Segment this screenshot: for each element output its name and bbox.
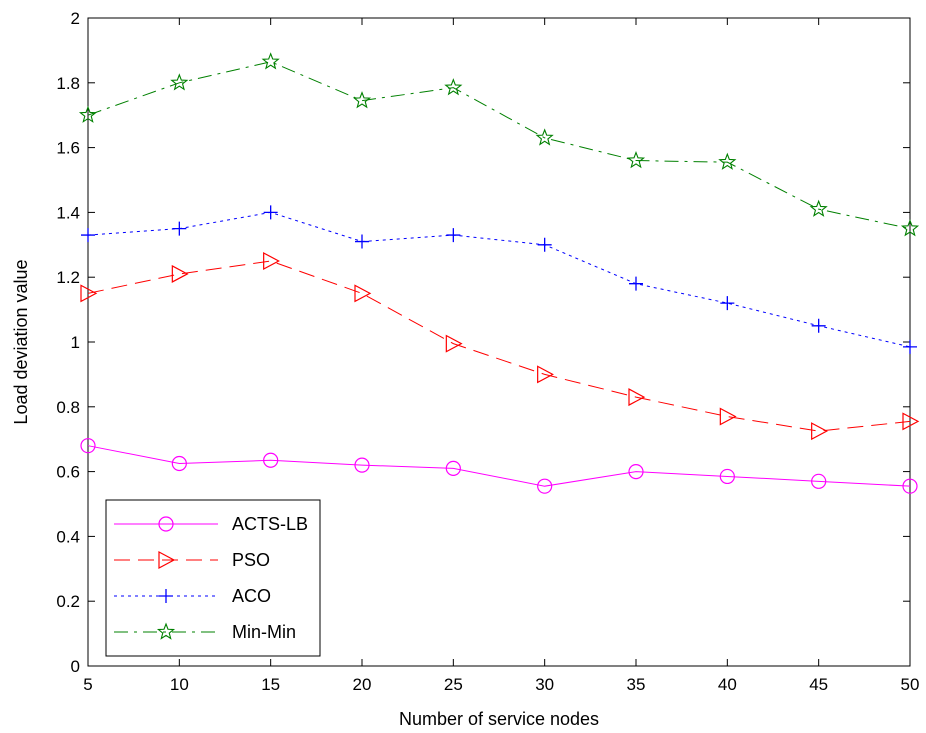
series-group xyxy=(78,52,920,494)
data-point xyxy=(170,73,189,91)
data-point xyxy=(811,318,826,333)
legend-box xyxy=(105,499,321,657)
data-point xyxy=(629,276,643,291)
series-min-min xyxy=(78,52,920,237)
data-point xyxy=(261,52,280,70)
data-point xyxy=(902,412,920,431)
y-tick-label: 0 xyxy=(71,657,80,676)
data-point xyxy=(628,388,646,407)
legend-label: ACTS-LB xyxy=(232,514,308,534)
legend-item: Min-Min xyxy=(114,622,296,642)
data-point xyxy=(537,478,553,494)
x-tick-label: 25 xyxy=(444,675,463,694)
x-tick-label: 35 xyxy=(627,675,646,694)
legend-marker xyxy=(158,551,176,569)
legend: ACTS-LB PSO ACO Min-Min xyxy=(105,499,321,657)
data-point xyxy=(78,105,98,123)
x-axis-label: Number of service nodes xyxy=(399,709,599,729)
x-tick-label: 5 xyxy=(83,675,92,694)
legend-item: ACTS-LB xyxy=(114,514,308,534)
y-tick-label: 0.8 xyxy=(56,398,80,417)
series-pso xyxy=(80,252,920,441)
y-tick-label: 1 xyxy=(71,333,80,352)
y-tick-label: 1.2 xyxy=(56,268,80,287)
y-tick-label: 1.6 xyxy=(56,139,80,158)
y-tick-label: 0.4 xyxy=(56,527,80,546)
x-tick-label: 10 xyxy=(170,675,189,694)
series-line xyxy=(87,445,911,487)
data-point xyxy=(903,339,917,354)
data-point xyxy=(355,234,369,249)
data-point xyxy=(263,452,279,468)
data-point xyxy=(718,152,737,170)
y-tick-label: 2 xyxy=(71,9,80,28)
y-tick-label: 0.2 xyxy=(56,592,80,611)
data-point xyxy=(720,296,735,311)
data-point xyxy=(535,128,554,146)
legend-marker xyxy=(158,516,174,532)
data-point xyxy=(81,228,95,243)
data-point xyxy=(80,438,96,454)
legend-item: ACO xyxy=(114,586,271,606)
series-acts-lb xyxy=(80,438,918,494)
legend-label: ACO xyxy=(232,586,271,606)
legend-marker xyxy=(159,589,173,603)
x-tick-label: 30 xyxy=(535,675,554,694)
x-tick-label: 15 xyxy=(261,675,280,694)
data-point xyxy=(900,219,920,237)
data-point xyxy=(352,91,372,109)
data-point xyxy=(628,464,644,480)
y-tick-label: 1.8 xyxy=(56,74,80,93)
data-point xyxy=(354,457,370,473)
data-point xyxy=(172,221,187,236)
legend-label: Min-Min xyxy=(232,622,296,642)
data-point xyxy=(171,455,187,472)
series-aco xyxy=(81,205,917,354)
y-tick-label: 1.4 xyxy=(56,203,80,222)
data-point xyxy=(719,468,735,485)
data-point xyxy=(902,478,918,494)
legend-label: PSO xyxy=(232,550,270,570)
x-tick-label: 45 xyxy=(809,675,828,694)
data-point xyxy=(809,199,828,217)
data-point xyxy=(354,284,372,303)
data-point xyxy=(445,334,463,353)
data-point xyxy=(811,422,828,441)
data-point xyxy=(263,205,278,220)
legend-item: PSO xyxy=(114,550,270,570)
data-point xyxy=(626,151,646,169)
data-point xyxy=(171,264,189,283)
y-axis-label: Load deviation value xyxy=(11,259,31,424)
x-tick-label: 20 xyxy=(353,675,372,694)
data-point xyxy=(80,284,98,303)
legend-marker xyxy=(156,622,176,640)
axes: 5 10 15 20 25 30 35 40 45 50 0 0.2 0.4 0.6 0.8 1 1.2 1.4 1… xyxy=(56,9,919,694)
data-point xyxy=(811,473,827,489)
x-tick-label: 40 xyxy=(718,675,737,694)
y-tick-label: 0.6 xyxy=(56,463,80,482)
data-point xyxy=(719,407,737,426)
data-point xyxy=(445,460,461,476)
x-tick-label: 50 xyxy=(901,675,920,694)
data-point xyxy=(446,228,461,243)
data-point xyxy=(444,78,463,96)
data-point xyxy=(537,365,554,384)
data-point xyxy=(537,237,552,252)
data-point xyxy=(263,252,280,270)
series-line xyxy=(87,260,911,432)
